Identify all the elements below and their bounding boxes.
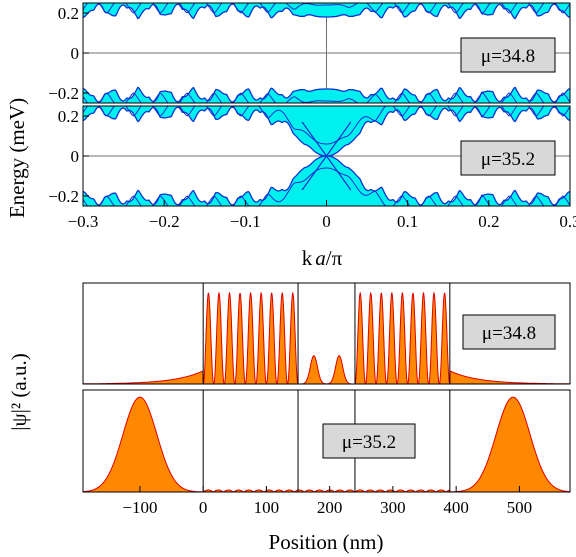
energy-axis-label: Energy (meV) — [5, 98, 29, 218]
x-tick-label: 0 — [199, 498, 208, 517]
lower-band-inner-edge — [83, 92, 570, 103]
x-tick-label: 100 — [254, 498, 280, 517]
x-tick-label: −100 — [122, 498, 157, 517]
x-tick-label: 300 — [380, 498, 406, 517]
lower-band-fill — [83, 156, 570, 206]
band-panel-mu-34-8: 0.2 0 −0.2 μ=34.8 — [48, 2, 571, 104]
band-panel-mu-35-2: 0.2 0 −0.2 μ=35.2 — [48, 105, 571, 207]
density-x-tick-labels: −100 0 100 200 300 400 500 — [122, 486, 532, 517]
y-tick-label: −0.2 — [48, 84, 79, 103]
x-tick-label: 500 — [507, 498, 533, 517]
x-tick-label: 0.2 — [478, 212, 499, 231]
x-tick-label: 0.1 — [397, 212, 418, 231]
x-tick-label: 0 — [322, 212, 331, 231]
x-tick-label: 400 — [443, 498, 469, 517]
x-tick-label: −0.3 — [68, 212, 99, 231]
density-fill — [83, 397, 570, 492]
mu-label: μ=34.8 — [481, 46, 535, 67]
mu-label-box — [460, 140, 556, 176]
mu-label: μ=35.2 — [342, 432, 396, 453]
density-panel-frame — [82, 282, 571, 385]
band-x-tick-labels: −0.3 −0.2 −0.1 0 0.1 0.2 0.3 — [68, 200, 576, 231]
density-panel-mu-34-8: μ=34.8 — [82, 282, 571, 385]
y-tick-label: −0.2 — [48, 187, 79, 206]
upper-band-inner-edge — [83, 3, 570, 14]
density-chart: μ=34.8 μ=35.2 −100 0 100 200 300 400 500 |ψ|² … — [7, 282, 571, 554]
svg-text:ka/π: k a/π — [302, 246, 343, 270]
y-tick-label: 0 — [71, 147, 80, 166]
lower-band-edge — [83, 86, 570, 103]
mu-label-box — [322, 423, 416, 459]
mu-label-box — [460, 37, 556, 73]
y-tick-label: 0.2 — [58, 4, 79, 23]
y-tick-label: 0 — [71, 44, 80, 63]
position-axis-label: Position (nm) — [269, 530, 384, 554]
x-tick-label: 200 — [317, 498, 343, 517]
upper-band-fill — [83, 106, 570, 156]
x-tick-label: −0.1 — [230, 212, 261, 231]
density-panel-frame — [82, 389, 571, 493]
ka-axis-label: k a/π — [302, 246, 343, 270]
mu-label: μ=34.8 — [482, 323, 536, 344]
mu-label-box — [462, 314, 556, 350]
x-tick-label: −0.2 — [149, 212, 180, 231]
psi-axis-label: |ψ|² (a.u.) — [7, 353, 31, 430]
mu-label: μ=35.2 — [481, 149, 535, 170]
subgap-branch — [301, 121, 352, 191]
band-chart: 0.20−0.2μ=34.8 0.20−0.2μ=35.2 −0.3 −0.2 −0… — [5, 2, 576, 270]
y-tick-label: 0.2 — [58, 107, 79, 126]
upper-band-inner-edge — [83, 106, 570, 145]
density-panel-mu-35-2: μ=35.2 — [82, 389, 571, 493]
upper-band-edge — [83, 3, 570, 20]
density-curve — [83, 396, 570, 492]
x-tick-label: 0.3 — [559, 212, 576, 231]
